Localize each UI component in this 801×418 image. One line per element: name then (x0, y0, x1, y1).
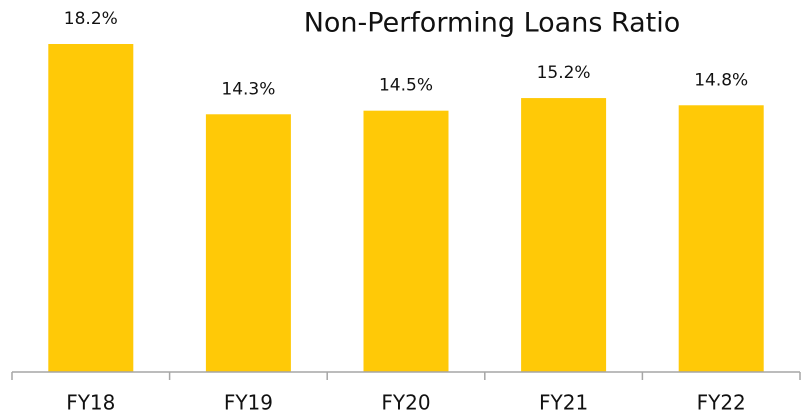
x-tick-label: FY21 (539, 391, 588, 415)
chart-title: Non-Performing Loans Ratio (304, 8, 681, 39)
value-label: 18.2% (64, 9, 118, 29)
bar (48, 44, 134, 372)
value-label: 14.8% (694, 70, 748, 90)
bar (678, 105, 764, 373)
x-tick-label: FY22 (697, 391, 746, 415)
bar (205, 114, 291, 373)
bar (521, 98, 607, 373)
value-label: 14.3% (221, 79, 275, 99)
x-tick-label: FY20 (381, 391, 430, 415)
value-label: 14.5% (379, 76, 433, 96)
x-tick-label: FY18 (66, 391, 115, 415)
bar (363, 110, 449, 372)
x-tick-label: FY19 (224, 391, 273, 415)
value-label: 15.2% (537, 63, 591, 83)
